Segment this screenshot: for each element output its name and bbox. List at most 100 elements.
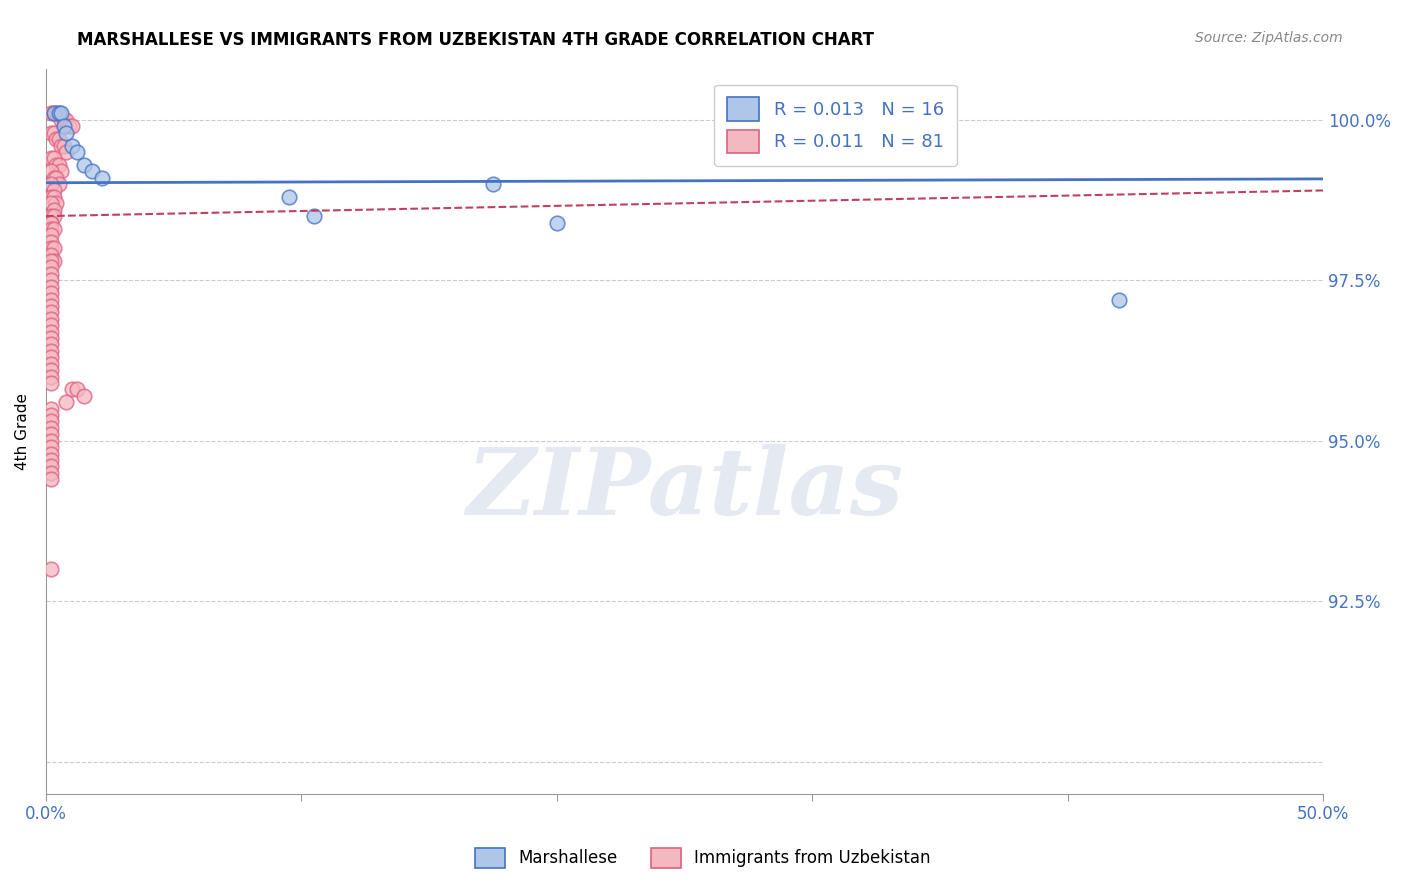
Point (39, 228, 62, 243)
Point (39, 235, 62, 249)
Point (42, 170, 65, 185)
Point (51, 138, 73, 153)
Point (39, 279, 62, 293)
Point (55, 145, 77, 159)
Point (39, 241, 62, 255)
Point (48, 132, 70, 146)
Point (42, 222, 65, 236)
Point (39, 472, 62, 486)
Point (39, 415, 62, 429)
Point (39, 222, 62, 236)
Point (39, 305, 62, 319)
Point (42, 209, 65, 223)
Point (39, 126, 62, 140)
Point (39, 318, 62, 333)
Point (48, 177, 70, 191)
Point (91, 170, 114, 185)
Point (42, 184, 65, 198)
Point (39, 331, 62, 345)
Text: ZIPatlas: ZIPatlas (465, 444, 903, 534)
Point (42, 106, 65, 120)
Legend: R = 0.013   N = 16, R = 0.011   N = 81: R = 0.013 N = 16, R = 0.011 N = 81 (714, 85, 956, 166)
Point (42, 152, 65, 166)
Text: Source: ZipAtlas.com: Source: ZipAtlas.com (1195, 31, 1343, 45)
Point (42, 190, 65, 204)
Point (39, 215, 62, 229)
Point (39, 376, 62, 390)
Point (39, 260, 62, 275)
Point (39, 427, 62, 442)
Point (39, 299, 62, 313)
Point (51, 106, 73, 120)
Point (39, 164, 62, 178)
Point (58, 120, 80, 134)
Point (39, 337, 62, 351)
Point (55, 126, 77, 140)
Point (60, 138, 83, 153)
Point (42, 241, 65, 255)
Point (52, 138, 75, 153)
Point (39, 459, 62, 474)
Point (39, 273, 62, 287)
Point (39, 209, 62, 223)
Point (42, 106, 65, 120)
Point (39, 466, 62, 480)
Point (48, 106, 70, 120)
Point (39, 152, 62, 166)
Point (39, 247, 62, 261)
Point (39, 215, 62, 229)
Point (52, 120, 75, 134)
Point (1108, 293, 1130, 307)
Point (51, 164, 73, 178)
Point (48, 158, 70, 172)
Text: MARSHALLESE VS IMMIGRANTS FROM UZBEKISTAN 4TH GRADE CORRELATION CHART: MARSHALLESE VS IMMIGRANTS FROM UZBEKISTA… (77, 31, 875, 49)
Point (39, 440, 62, 454)
Point (39, 369, 62, 384)
Point (39, 254, 62, 268)
Point (45, 106, 67, 120)
Point (45, 158, 67, 172)
Point (73, 389, 96, 403)
Point (277, 190, 299, 204)
Point (45, 170, 67, 185)
Point (39, 421, 62, 435)
Point (482, 177, 505, 191)
Point (39, 351, 62, 365)
Point (39, 286, 62, 301)
Point (80, 164, 103, 178)
Point (39, 293, 62, 307)
Point (52, 112, 75, 127)
Point (302, 209, 325, 223)
Point (60, 120, 83, 134)
Point (73, 158, 96, 172)
Point (51, 112, 73, 127)
Point (39, 453, 62, 467)
Point (39, 446, 62, 460)
Point (39, 363, 62, 377)
Point (42, 254, 65, 268)
Point (39, 267, 62, 281)
Point (45, 196, 67, 211)
Point (55, 395, 77, 409)
Point (39, 190, 62, 204)
Point (65, 383, 87, 397)
Point (55, 112, 77, 127)
Point (39, 401, 62, 416)
Point (39, 177, 62, 191)
Point (39, 325, 62, 339)
Point (65, 145, 87, 159)
Point (48, 106, 70, 120)
Point (39, 343, 62, 358)
Point (546, 215, 568, 229)
Point (39, 196, 62, 211)
Point (45, 132, 67, 146)
Point (39, 311, 62, 326)
Point (42, 202, 65, 217)
Point (42, 126, 65, 140)
Point (39, 106, 62, 120)
Point (39, 562, 62, 576)
Y-axis label: 4th Grade: 4th Grade (15, 392, 30, 469)
Point (60, 383, 83, 397)
Legend: Marshallese, Immigrants from Uzbekistan: Marshallese, Immigrants from Uzbekistan (468, 841, 938, 875)
Point (39, 408, 62, 422)
